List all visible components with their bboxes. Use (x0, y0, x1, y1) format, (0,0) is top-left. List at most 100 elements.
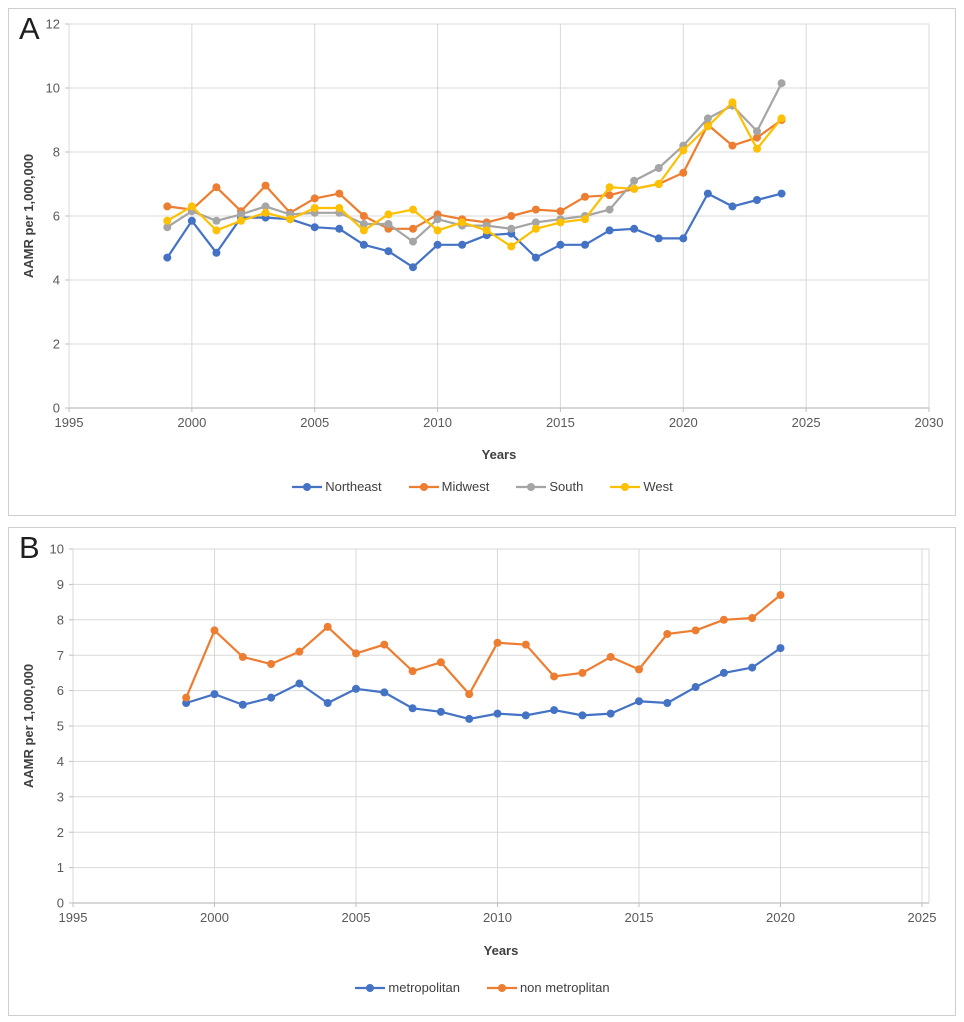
series-marker-West (384, 210, 393, 219)
series-marker-West (507, 242, 516, 251)
series-marker-West (753, 144, 761, 153)
series-marker-Northeast (359, 240, 368, 249)
legend-item-West: West (609, 479, 673, 494)
series-marker-non-metroplitan (663, 629, 672, 638)
series-marker-Northeast (187, 216, 196, 225)
series-marker-West (163, 216, 172, 225)
series-line-Midwest (166, 118, 783, 230)
x-axis-title: Years (484, 943, 519, 958)
x-tick-label: 2020 (669, 415, 698, 430)
series-marker-metropolitan (719, 668, 728, 677)
series-marker-South (703, 114, 712, 123)
series-marker-South (605, 205, 614, 214)
x-tick-label: 2015 (546, 415, 575, 430)
series-marker-Northeast (212, 248, 221, 257)
x-tick-label: 2010 (483, 910, 512, 925)
series-marker-South (507, 224, 516, 233)
series-marker-South (163, 223, 172, 232)
x-tick-label: 2000 (177, 415, 206, 430)
series-marker-Midwest (679, 168, 688, 177)
series-marker-non-metroplitan (691, 626, 700, 635)
legend-dot (419, 482, 428, 491)
legend-label: non metroplitan (519, 980, 610, 995)
series-marker-West (237, 216, 245, 225)
series-marker-Midwest (728, 141, 737, 150)
x-tick-label: 2000 (200, 910, 229, 925)
series-marker-West (703, 122, 712, 131)
series-marker-Northeast (409, 263, 417, 272)
series-marker-South (212, 216, 221, 225)
y-tick-label: 10 (46, 81, 60, 96)
x-tick-label: 1995 (59, 910, 88, 925)
legend-label: Midwest (441, 479, 490, 494)
series-marker-Northeast (703, 189, 712, 198)
series-marker-non-metroplitan (295, 647, 304, 656)
series-marker-metropolitan (606, 709, 615, 718)
series-line-Northeast (166, 192, 783, 269)
x-tick-label: 2030 (915, 415, 944, 430)
series-marker-West (556, 218, 565, 227)
series-marker-Midwest (605, 191, 614, 200)
series-marker-Midwest (163, 202, 172, 211)
series-marker-West (409, 205, 417, 214)
series-marker-metropolitan (691, 683, 700, 692)
legend-label: metropolitan (388, 980, 460, 995)
series-marker-Midwest (581, 192, 589, 201)
x-tick-label: 1995 (55, 415, 84, 430)
panel-a-label: A (19, 11, 40, 46)
series-marker-South (409, 237, 417, 246)
series-marker-Northeast (679, 234, 688, 243)
legend-marker-icon (486, 983, 517, 992)
series-marker-West (679, 146, 688, 155)
series-marker-West (654, 180, 663, 188)
series-marker-Northeast (384, 247, 393, 256)
series-marker-West (777, 114, 786, 123)
series-marker-West (458, 218, 467, 227)
y-axis-title: AAMR per 1,000,000 (21, 664, 36, 788)
legend-marker-icon (610, 482, 641, 491)
legend-marker-icon (408, 482, 439, 491)
series-marker-Northeast (531, 253, 540, 262)
series-marker-Northeast (654, 234, 663, 243)
legend-label: West (643, 479, 673, 494)
series-marker-West (531, 224, 540, 233)
y-tick-label: 0 (53, 401, 60, 416)
series-marker-metropolitan (323, 698, 332, 707)
legend-marker-icon (292, 482, 323, 491)
series-marker-Midwest (409, 224, 417, 233)
x-tick-label: 2025 (792, 415, 821, 430)
series-marker-Midwest (507, 212, 516, 220)
series-marker-Northeast (581, 240, 589, 249)
series-marker-non-metroplitan (210, 626, 219, 635)
x-tick-label: 2025 (908, 910, 937, 925)
series-marker-West (187, 202, 196, 211)
series-marker-Midwest (261, 181, 270, 190)
series-marker-non-metroplitan (380, 640, 389, 649)
series-marker-non-metroplitan (521, 640, 530, 649)
x-tick-label: 2020 (766, 910, 795, 925)
y-tick-label: 6 (57, 683, 64, 698)
series-marker-non-metroplitan (776, 591, 785, 600)
x-tick-label: 2005 (342, 910, 371, 925)
series-marker-non-metroplitan (493, 638, 502, 647)
series-marker-metropolitan (748, 663, 757, 672)
series-marker-South (654, 164, 663, 172)
series-marker-Northeast (433, 240, 442, 249)
series-marker-non-metroplitan (267, 660, 276, 669)
chart-a-plot: 0 2 4 6 8 10 12 1995 2000 2005 2010 2015 2020 2025 203… (21, 17, 944, 462)
series-marker-South (359, 220, 368, 228)
series-marker-Midwest (335, 189, 344, 198)
y-tick-label: 6 (53, 209, 60, 224)
series-marker-West (359, 226, 368, 235)
series-marker-Midwest (531, 205, 540, 214)
y-tick-label: 3 (57, 789, 64, 804)
series-marker-West (630, 184, 639, 193)
series-marker-West (261, 208, 270, 217)
series-marker-metropolitan (436, 707, 445, 716)
series-marker-South (630, 176, 639, 185)
series-marker-non-metroplitan (578, 668, 587, 677)
y-tick-label: 7 (57, 648, 64, 663)
legend-item-non-metroplitan: non metroplitan (486, 980, 610, 995)
series-marker-non-metroplitan (408, 667, 417, 676)
